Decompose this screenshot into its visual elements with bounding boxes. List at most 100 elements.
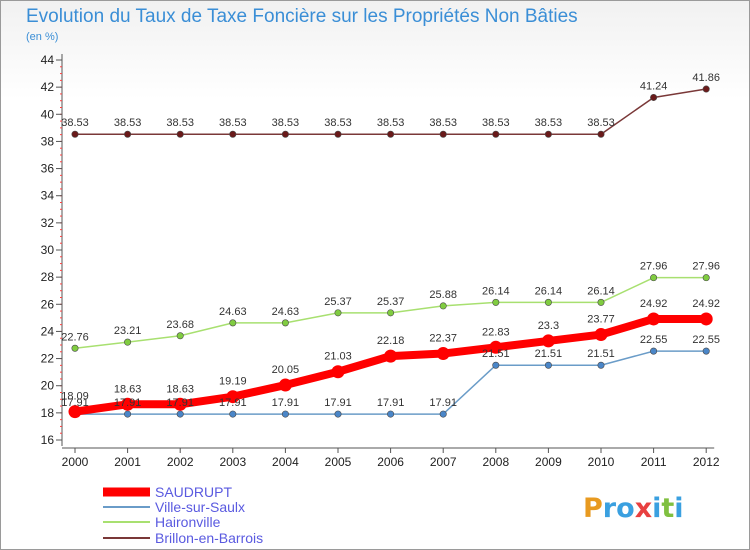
- data-label: 21.51: [587, 348, 615, 360]
- y-tick-label: 24: [41, 324, 55, 338]
- data-label: 38.53: [166, 117, 194, 129]
- data-label: 24.63: [219, 306, 247, 318]
- proxiti-logo: Proxiti: [583, 493, 684, 524]
- data-label: 17.91: [114, 397, 142, 409]
- data-label: 18.63: [166, 383, 194, 395]
- series-marker-0: [226, 390, 240, 404]
- series-marker-3: [702, 85, 710, 93]
- series-marker-3: [597, 130, 605, 138]
- x-tick-label: 2012: [693, 455, 720, 469]
- data-label: 41.86: [692, 72, 720, 84]
- series-marker-2: [229, 319, 237, 327]
- y-tick-label: 26: [41, 297, 55, 311]
- series-marker-1: [544, 361, 552, 369]
- data-label: 24.63: [272, 306, 300, 318]
- y-tick-label: 16: [41, 433, 55, 447]
- legend-label: Ville-sur-Saulx: [155, 499, 245, 515]
- data-label: 18.09: [61, 391, 89, 403]
- series-marker-0: [647, 312, 661, 326]
- series-marker-0: [68, 405, 82, 419]
- legend-label: SAUDRUPT: [155, 484, 232, 500]
- series-marker-2: [387, 309, 395, 317]
- series-marker-3: [492, 130, 500, 138]
- series-marker-3: [281, 130, 289, 138]
- data-label: 38.53: [324, 117, 352, 129]
- data-label: 17.91: [166, 397, 194, 409]
- data-label: 24.92: [640, 298, 668, 310]
- data-label: 18.63: [114, 383, 142, 395]
- data-label: 19.19: [219, 376, 247, 388]
- data-label: 22.55: [692, 334, 720, 346]
- series-marker-3: [71, 130, 79, 138]
- data-label: 22.76: [61, 331, 89, 343]
- data-label: 22.37: [429, 333, 457, 345]
- series-marker-1: [176, 410, 184, 418]
- y-tick-label: 38: [41, 134, 55, 148]
- y-tick-label: 44: [41, 53, 55, 67]
- series-marker-1: [702, 347, 710, 355]
- logo-letter: o: [616, 493, 635, 524]
- series-marker-1: [597, 361, 605, 369]
- series-marker-3: [229, 130, 237, 138]
- series-marker-1: [492, 361, 500, 369]
- chart-subtitle: (en %): [26, 31, 58, 43]
- data-label: 22.18: [377, 335, 405, 347]
- series-marker-0: [541, 334, 555, 348]
- series-marker-2: [281, 319, 289, 327]
- series-marker-1: [387, 410, 395, 418]
- series-marker-2: [439, 302, 447, 310]
- x-tick-label: 2000: [62, 455, 89, 469]
- series-marker-0: [594, 328, 608, 342]
- data-label: 23.21: [114, 325, 142, 337]
- data-label: 38.53: [587, 117, 615, 129]
- data-label: 26.14: [482, 285, 510, 297]
- legend-label: Brillon-en-Barrois: [155, 530, 263, 546]
- y-tick-label: 30: [41, 243, 55, 257]
- series-marker-3: [176, 130, 184, 138]
- series-marker-1: [334, 410, 342, 418]
- logo-letter: i: [652, 493, 661, 524]
- data-label: 17.91: [377, 397, 405, 409]
- data-label: 17.91: [429, 397, 457, 409]
- series-marker-0: [436, 347, 450, 361]
- series-marker-1: [439, 410, 447, 418]
- x-tick-label: 2005: [325, 455, 352, 469]
- x-tick-label: 2004: [272, 455, 299, 469]
- data-label: 38.53: [114, 117, 142, 129]
- series-marker-0: [699, 312, 713, 326]
- data-label: 26.14: [587, 285, 615, 297]
- data-label: 23.68: [166, 319, 194, 331]
- logo-letter: t: [661, 493, 674, 524]
- x-tick-label: 2008: [482, 455, 509, 469]
- x-tick-label: 2007: [430, 455, 457, 469]
- data-label: 22.55: [640, 334, 668, 346]
- series-marker-3: [124, 130, 132, 138]
- legend-label: Haironville: [155, 514, 221, 530]
- series-marker-1: [650, 347, 658, 355]
- data-label: 25.37: [377, 296, 405, 308]
- data-label: 23.77: [587, 314, 615, 326]
- series-marker-0: [173, 397, 187, 411]
- series-marker-2: [334, 309, 342, 317]
- data-label: 38.53: [535, 117, 563, 129]
- logo-letter: P: [583, 493, 603, 524]
- series-marker-2: [176, 332, 184, 340]
- x-tick-label: 2006: [377, 455, 404, 469]
- data-label: 38.53: [272, 117, 300, 129]
- series-marker-2: [702, 274, 710, 282]
- data-label: 21.51: [482, 348, 510, 360]
- x-tick-label: 2009: [535, 455, 562, 469]
- series-marker-1: [281, 410, 289, 418]
- x-tick-label: 2001: [114, 455, 141, 469]
- logo-letter: i: [674, 493, 683, 524]
- data-labels: 18.09 18.63 18.63 19.19 20.05 21.03 22.18 22.37…: [61, 72, 720, 409]
- x-tick-label: 2002: [167, 455, 194, 469]
- data-label: 26.14: [535, 285, 563, 297]
- data-label: 21.51: [535, 348, 563, 360]
- y-tick-label: 42: [41, 80, 55, 94]
- data-label: 20.05: [272, 364, 300, 376]
- data-label: 24.92: [692, 298, 720, 310]
- data-label: 27.96: [640, 261, 668, 273]
